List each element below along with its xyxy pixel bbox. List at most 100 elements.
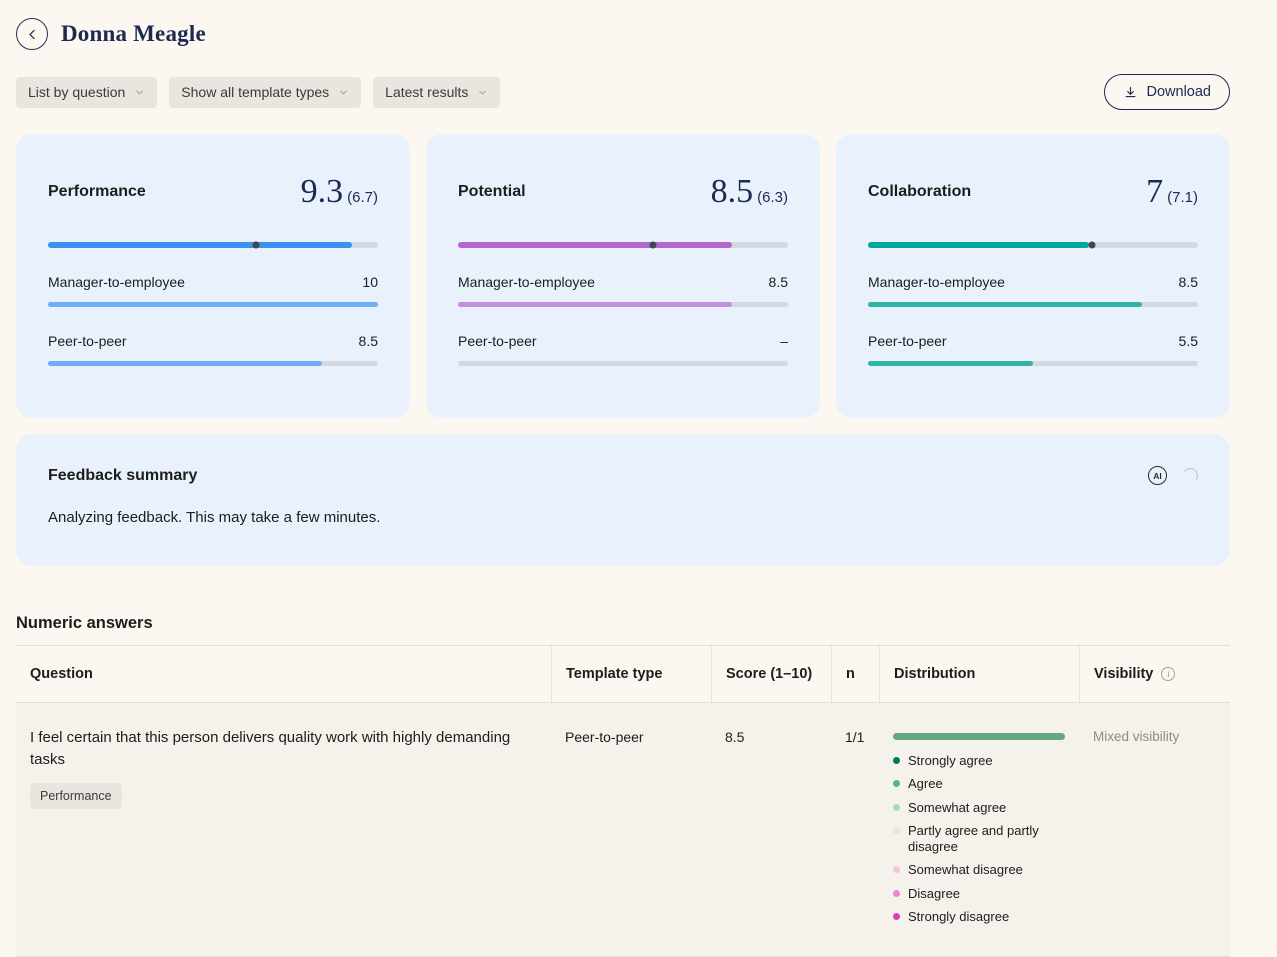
review-results-page: Donna Meagle List by question Show all t… — [16, 0, 1230, 957]
sub-score-label: Peer-to-peer — [48, 333, 127, 349]
template-types-dropdown[interactable]: Show all template types — [169, 77, 361, 108]
feedback-summary-icons: AI — [1148, 466, 1198, 485]
legend-dot — [893, 890, 900, 897]
card-score-group: 7 (7.1) — [1146, 173, 1198, 211]
score-cell: 8.5 — [711, 703, 831, 956]
dropdown-label: Show all template types — [181, 84, 329, 100]
legend-label: Somewhat agree — [908, 800, 1006, 816]
chevron-left-icon — [25, 27, 40, 42]
overall-score-bar — [868, 242, 1198, 248]
visibility-cell: Mixed visibility — [1079, 703, 1230, 956]
sub-score-bar-fill — [868, 361, 1033, 366]
template-type-cell: Peer-to-peer — [551, 703, 711, 956]
distribution-bar — [893, 733, 1065, 740]
sub-score-bar-fill — [868, 302, 1142, 307]
legend-item: Somewhat agree — [893, 800, 1065, 816]
sub-score-bar-fill — [48, 361, 322, 366]
card-header: Potential 8.5 (6.3) — [458, 170, 788, 214]
card-title: Collaboration — [868, 183, 971, 201]
sub-score-label: Manager-to-employee — [868, 274, 1005, 290]
score-card-performance: Performance 9.3 (6.7) Manager-to-employe… — [16, 134, 410, 418]
list-by-question-dropdown[interactable]: List by question — [16, 77, 157, 108]
question-category-tag: Performance — [30, 783, 122, 809]
card-score: 9.3 — [301, 173, 344, 211]
column-header-score: Score (1–10) — [711, 646, 831, 702]
card-benchmark: (6.3) — [757, 189, 788, 206]
results-version-dropdown[interactable]: Latest results — [373, 77, 500, 108]
legend-label: Partly agree and partly disagree — [908, 823, 1065, 856]
sub-score-row: Manager-to-employee 8.5 — [868, 274, 1198, 307]
dropdown-label: List by question — [28, 84, 125, 100]
column-header-n: n — [831, 646, 879, 702]
sub-score-row: Manager-to-employee 8.5 — [458, 274, 788, 307]
legend-item: Strongly agree — [893, 753, 1065, 769]
sub-score-label: Peer-to-peer — [458, 333, 537, 349]
dropdown-label: Latest results — [385, 84, 468, 100]
legend-item: Agree — [893, 776, 1065, 792]
numeric-answers-title: Numeric answers — [16, 614, 1230, 633]
overall-score-bar — [48, 242, 378, 248]
card-score-group: 9.3 (6.7) — [301, 173, 378, 211]
table-row: I feel certain that this person delivers… — [16, 703, 1230, 957]
legend-item: Strongly disagree — [893, 909, 1065, 925]
sub-score-bar-fill — [48, 302, 378, 307]
question-cell: I feel certain that this person delivers… — [16, 703, 551, 956]
feedback-summary-card: Feedback summary AI Analyzing feedback. … — [16, 434, 1230, 566]
chevron-down-icon — [338, 87, 349, 98]
card-score: 8.5 — [711, 173, 754, 211]
toolbar: List by question Show all template types… — [16, 74, 1230, 110]
benchmark-marker — [252, 242, 259, 249]
question-text: I feel certain that this person delivers… — [30, 727, 523, 771]
column-header-visibility: Visibility i — [1079, 646, 1230, 702]
card-benchmark: (6.7) — [347, 189, 378, 206]
n-cell: 1/1 — [831, 703, 879, 956]
sub-score-row: Manager-to-employee 10 — [48, 274, 378, 307]
chevron-down-icon — [477, 87, 488, 98]
legend-dot — [893, 827, 900, 834]
legend-dot — [893, 757, 900, 764]
sub-score-bar — [458, 361, 788, 366]
info-icon[interactable]: i — [1161, 667, 1175, 681]
column-header-template-type: Template type — [551, 646, 711, 702]
legend-item: Somewhat disagree — [893, 862, 1065, 878]
back-button[interactable] — [16, 18, 48, 50]
sub-score-bar — [48, 361, 378, 366]
download-button[interactable]: Download — [1104, 74, 1231, 110]
sub-score-value: 5.5 — [1179, 333, 1198, 349]
sub-score-bar — [48, 302, 378, 307]
card-header: Collaboration 7 (7.1) — [868, 170, 1198, 214]
sub-score-bar — [458, 302, 788, 307]
card-score-group: 8.5 (6.3) — [711, 173, 788, 211]
sub-score-value: 8.5 — [359, 333, 378, 349]
card-title: Potential — [458, 183, 526, 201]
legend-item: Partly agree and partly disagree — [893, 823, 1065, 856]
feedback-summary-status: Analyzing feedback. This may take a few … — [48, 509, 1198, 526]
sub-score-row: Peer-to-peer 5.5 — [868, 333, 1198, 366]
sub-score-label: Manager-to-employee — [458, 274, 595, 290]
sub-score-value: – — [780, 333, 788, 349]
sub-score-bar-fill — [458, 302, 732, 307]
card-benchmark: (7.1) — [1167, 189, 1198, 206]
legend-dot — [893, 913, 900, 920]
benchmark-marker — [1089, 242, 1096, 249]
score-bar-fill — [458, 242, 732, 248]
sub-score-label: Peer-to-peer — [868, 333, 947, 349]
filter-group: List by question Show all template types… — [16, 77, 500, 108]
ai-icon: AI — [1148, 466, 1167, 485]
legend-item: Disagree — [893, 886, 1065, 902]
legend-label: Disagree — [908, 886, 960, 902]
overall-score-bar — [458, 242, 788, 248]
sub-score-value: 8.5 — [769, 274, 788, 290]
card-score: 7 — [1146, 173, 1163, 211]
legend-label: Agree — [908, 776, 943, 792]
column-header-question: Question — [16, 646, 551, 702]
sub-score-bar — [868, 302, 1198, 307]
distribution-cell: Strongly agree Agree Somewhat agree Part… — [879, 703, 1079, 956]
legend-dot — [893, 804, 900, 811]
chevron-down-icon — [134, 87, 145, 98]
score-card-collaboration: Collaboration 7 (7.1) Manager-to-employe… — [836, 134, 1230, 418]
card-header: Performance 9.3 (6.7) — [48, 170, 378, 214]
feedback-summary-title: Feedback summary — [48, 467, 197, 485]
score-bar-fill — [868, 242, 1089, 248]
sub-score-value: 8.5 — [1179, 274, 1198, 290]
